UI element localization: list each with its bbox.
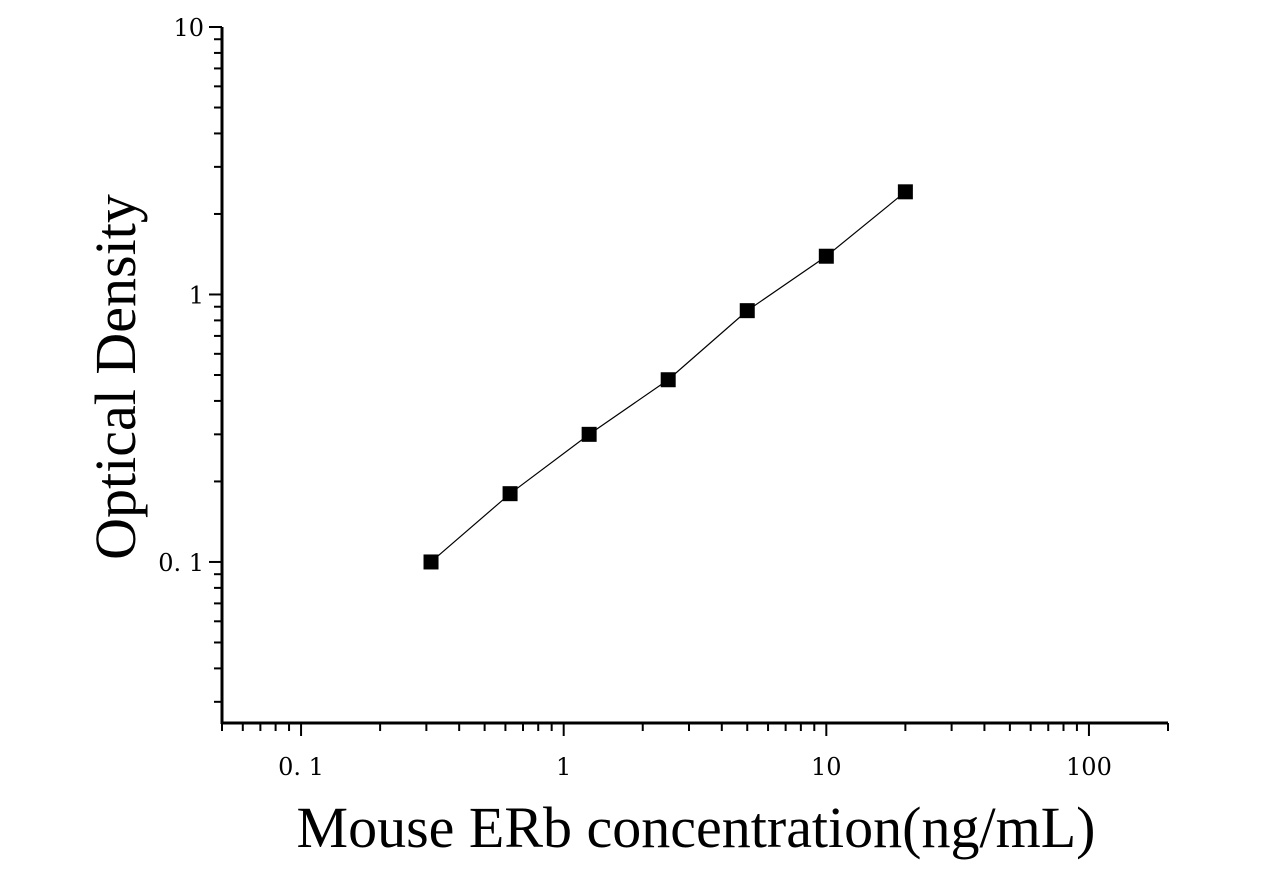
x-tick-label: 100 xyxy=(1066,753,1112,781)
x-axis-ticks: 0. 1 1 10 100 xyxy=(221,723,1169,781)
y-tick-label: 0. 1 xyxy=(158,549,204,577)
data-point xyxy=(897,184,913,200)
y-tick-label: 10 xyxy=(173,14,204,42)
y-tick-label: 1 xyxy=(189,281,204,309)
data-point xyxy=(660,372,676,388)
y-axis-title: Optical Density xyxy=(83,194,148,560)
data-point xyxy=(739,303,755,319)
x-axis-title: Mouse ERb concentration(ng/mL) xyxy=(297,795,1096,860)
x-tick-label: 0. 1 xyxy=(278,753,324,781)
data-point xyxy=(502,486,518,502)
data-point xyxy=(818,248,834,264)
x-tick-label: 1 xyxy=(556,753,571,781)
x-tick-label: 10 xyxy=(811,753,842,781)
data-points xyxy=(423,184,913,570)
data-point xyxy=(423,554,439,570)
axes xyxy=(220,27,1168,725)
data-point xyxy=(581,426,597,442)
y-axis-ticks: 0. 1 1 10 xyxy=(158,14,222,703)
